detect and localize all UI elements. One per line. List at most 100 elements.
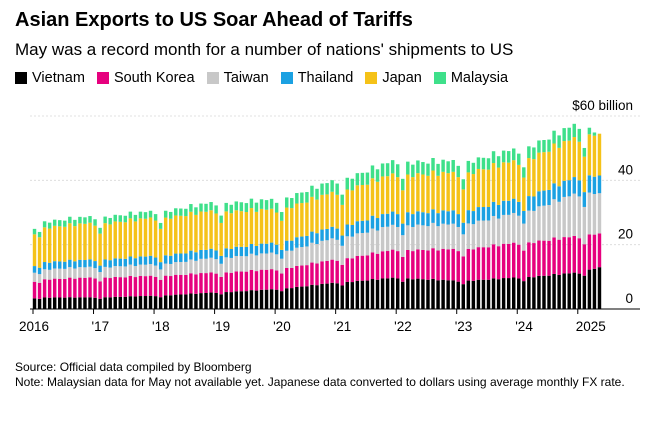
- bar-segment-vietnam: [290, 288, 294, 309]
- bar-segment-japan: [330, 191, 334, 227]
- bar-segment-vietnam: [163, 295, 168, 309]
- bar-segment-vietnam: [547, 275, 551, 309]
- y-tick-label: $60 billion: [572, 98, 633, 113]
- footnote: Note: Malaysian data for May not availab…: [15, 375, 625, 389]
- bar-segment-vietnam: [310, 284, 314, 309]
- bar-segment-malaysia: [239, 202, 244, 212]
- bar-segment-south-korea: [491, 244, 496, 279]
- bar-segment-japan: [335, 194, 339, 229]
- bar-segment-japan: [496, 167, 501, 205]
- bar-segment-vietnam: [194, 293, 198, 309]
- bar-segment-taiwan: [385, 226, 390, 252]
- bar-segment-vietnam: [421, 279, 425, 309]
- bar-segment-japan: [491, 163, 496, 202]
- bar-segment-thailand: [128, 256, 133, 265]
- bar-segment-japan: [431, 170, 435, 210]
- bar-segment-malaysia: [461, 179, 466, 190]
- bar-segment-south-korea: [360, 255, 365, 281]
- bar-segment-malaysia: [58, 220, 62, 227]
- bar-segment-thailand: [582, 192, 587, 207]
- bar-segment-malaysia: [481, 157, 486, 170]
- bar-segment-thailand: [194, 252, 198, 261]
- bar-segment-japan: [204, 211, 208, 250]
- bar-segment-malaysia: [426, 163, 430, 176]
- bar-segment-thailand: [168, 255, 173, 264]
- bar-segment-japan: [517, 164, 521, 202]
- bar-segment-malaysia: [93, 219, 97, 226]
- bar-segment-south-korea: [446, 249, 450, 281]
- bar-segment-taiwan: [269, 252, 274, 270]
- bar-segment-thailand: [416, 211, 420, 225]
- bar-segment-vietnam: [279, 291, 284, 309]
- bar-segment-south-korea: [184, 274, 188, 295]
- bar-segment-malaysia: [143, 212, 148, 219]
- bar-segment-japan: [597, 133, 602, 176]
- bar-segment-malaysia: [78, 216, 82, 224]
- bar-segment-malaysia: [466, 160, 471, 173]
- bar-segment-taiwan: [295, 247, 299, 266]
- legend-swatch: [365, 72, 378, 84]
- bar-segment-thailand: [572, 177, 576, 194]
- bar-segment-japan: [582, 156, 587, 193]
- bar-segment-malaysia: [512, 148, 516, 161]
- bar-segment-south-korea: [199, 273, 203, 294]
- bar-segment-south-korea: [37, 282, 42, 299]
- bar-segment-malaysia: [274, 202, 279, 213]
- bar-segment-vietnam: [37, 298, 42, 309]
- bar-segment-malaysia: [214, 205, 218, 214]
- bar-segment-south-korea: [537, 240, 541, 276]
- bar-segment-malaysia: [138, 211, 143, 219]
- bar-segment-vietnam: [264, 289, 269, 309]
- bar-segment-vietnam: [269, 289, 274, 309]
- bar-segment-south-korea: [512, 242, 516, 278]
- bar-segment-thailand: [234, 246, 239, 256]
- bar-segment-vietnam: [481, 279, 486, 309]
- bar-segment-japan: [264, 209, 269, 244]
- bar-segment-taiwan: [214, 259, 218, 274]
- bar-segment-thailand: [456, 214, 460, 227]
- bar-segment-vietnam: [315, 285, 319, 309]
- bar-segment-vietnam: [577, 273, 582, 309]
- bar-segment-thailand: [385, 213, 390, 227]
- bar-segment-japan: [184, 216, 188, 254]
- bar-segment-malaysia: [567, 127, 571, 141]
- bar-segment-thailand: [290, 240, 294, 251]
- bar-segment-south-korea: [279, 273, 284, 292]
- bar-segment-malaysia: [416, 160, 420, 174]
- bar-segment-taiwan: [577, 196, 582, 239]
- bar-segment-malaysia: [113, 214, 117, 222]
- bar-segment-vietnam: [390, 277, 395, 309]
- bar-segment-malaysia: [542, 140, 546, 153]
- bar-segment-japan: [406, 174, 410, 213]
- bar-segment-south-korea: [158, 279, 163, 298]
- bar-segment-vietnam: [153, 296, 158, 309]
- bar-segment-japan: [385, 176, 390, 214]
- bar-segment-malaysia: [370, 165, 375, 179]
- bar-segment-malaysia: [572, 123, 576, 138]
- bar-segment-vietnam: [426, 279, 430, 309]
- bar-segment-south-korea: [481, 247, 486, 280]
- bar-segment-thailand: [441, 210, 445, 224]
- bar-segment-vietnam: [204, 292, 208, 309]
- bar-segment-malaysia: [380, 163, 385, 177]
- bar-segment-japan: [461, 189, 466, 223]
- bar-segment-taiwan: [441, 223, 445, 249]
- bar-segment-japan: [158, 228, 163, 263]
- bar-segment-japan: [32, 234, 37, 267]
- bar-segment-south-korea: [577, 238, 582, 274]
- bar-segment-south-korea: [395, 251, 400, 279]
- bar-segment-japan: [532, 159, 536, 197]
- bar-segment-vietnam: [335, 283, 339, 309]
- bar-segment-malaysia: [229, 204, 233, 214]
- bar-segment-taiwan: [194, 260, 198, 275]
- bar-segment-south-korea: [527, 242, 531, 278]
- bar-segment-vietnam: [209, 292, 213, 309]
- bar-segment-malaysia: [330, 180, 334, 192]
- bar-segment-thailand: [360, 220, 365, 233]
- bar-segment-vietnam: [360, 280, 365, 309]
- bar-segment-taiwan: [259, 253, 264, 270]
- bar-segment-vietnam: [320, 283, 324, 309]
- bar-segment-thailand: [249, 243, 254, 254]
- bar-segment-japan: [411, 177, 415, 215]
- bar-segment-taiwan: [244, 256, 249, 272]
